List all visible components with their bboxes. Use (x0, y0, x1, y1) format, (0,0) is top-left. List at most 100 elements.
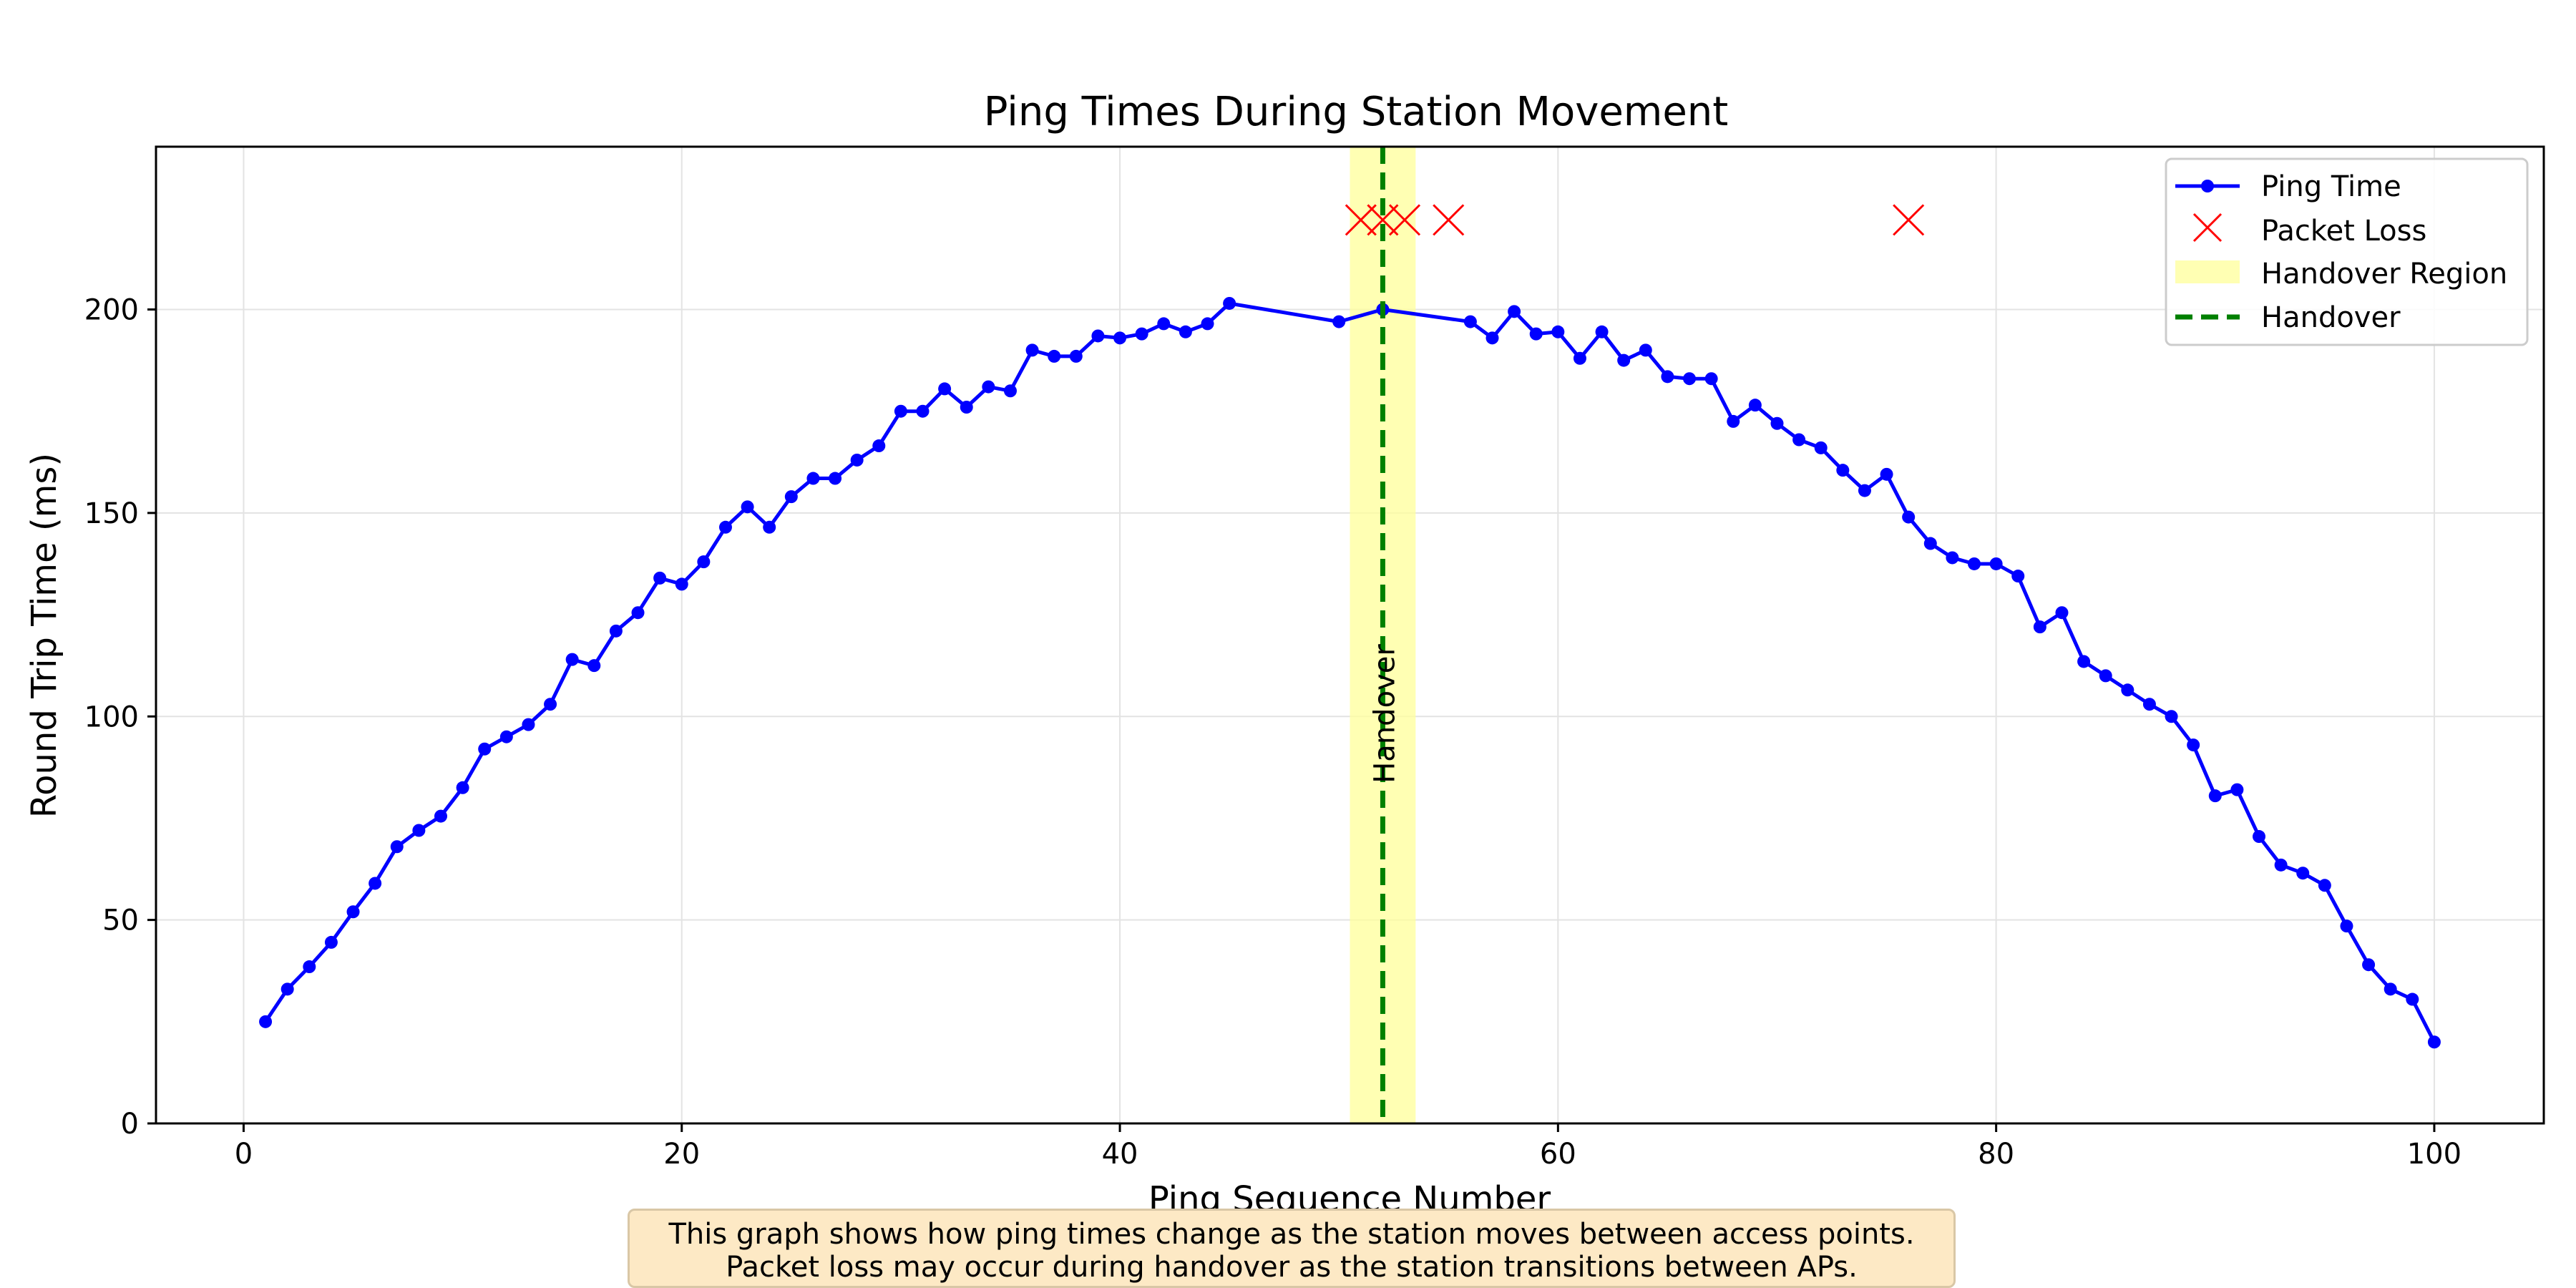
legend-label-handover-region: Handover Region (2261, 258, 2507, 291)
ping-time-point (1792, 433, 1806, 447)
ping-time-point (1814, 441, 1828, 454)
packet-loss-marker (1345, 204, 1377, 236)
ping-time-point (2121, 683, 2135, 697)
ping-time-point (1025, 343, 1039, 357)
ping-time-point (1617, 353, 1631, 367)
ping-time-point (1770, 416, 1784, 430)
ping-time-point (1858, 484, 1871, 497)
ping-time-point (2099, 669, 2112, 683)
legend-item-handover: Handover (2175, 301, 2401, 334)
legend-label-packet-loss: Packet Loss (2261, 215, 2426, 248)
ping-time-point (1135, 327, 1148, 341)
ping-time-point (390, 840, 404, 854)
chart-title: Ping Times During Station Movement (984, 89, 1729, 135)
ping-time-point (697, 555, 711, 569)
ping-time-point (806, 472, 820, 485)
ping-time-point (850, 453, 864, 467)
ping-time-point (1661, 370, 1674, 384)
ping-time-point (434, 809, 447, 823)
ping-time-point (1639, 343, 1652, 357)
ping-time-point (1508, 305, 1521, 318)
ping-time-point (1003, 384, 1017, 398)
ping-time-point (522, 718, 535, 731)
y-tick-label: 150 (84, 497, 139, 530)
ping-time-point (675, 577, 688, 591)
legend-frame (2165, 157, 2529, 346)
ping-time-point (1704, 372, 1718, 386)
caption-box: This graph shows how ping times change a… (628, 1209, 1956, 1288)
ping-time-point (369, 877, 382, 890)
ping-time-point (2384, 982, 2397, 996)
ping-time-point (609, 624, 623, 638)
x-tick-label: 100 (2407, 1138, 2462, 1171)
ping-time-point (2011, 570, 2025, 583)
legend-label-ping-time: Ping Time (2261, 170, 2401, 203)
ping-time-point (2296, 867, 2310, 880)
ping-time-point (763, 520, 776, 534)
legend-item-handover-region: Handover Region (2175, 258, 2507, 291)
ping-time-point (2427, 1035, 2441, 1049)
ping-time-point (653, 571, 667, 585)
ping-time-point (718, 520, 732, 534)
ping-time-point (1968, 557, 1981, 570)
ping-time-point (1748, 399, 1762, 412)
x-tick-label: 40 (1102, 1138, 1138, 1171)
ping-time-point (499, 730, 513, 743)
packet-loss-marker (1388, 204, 1421, 236)
ping-time-point (280, 982, 294, 996)
legend-label-handover: Handover (2261, 301, 2401, 334)
packet-loss-marker (1367, 204, 1399, 236)
ping-time-point (1463, 315, 1477, 328)
ping-time-point (346, 905, 360, 919)
ping-time-point (1595, 325, 1609, 338)
ping-time-point (412, 824, 426, 837)
ping-time-point (1880, 467, 1893, 481)
ping-time-point (1113, 331, 1127, 345)
ping-time-point (2077, 655, 2091, 668)
ping-time-point (1485, 331, 1499, 345)
ping-time-point (1989, 557, 2003, 570)
ping-time-point (2230, 783, 2244, 796)
y-tick-label: 50 (102, 904, 139, 937)
legend-handover-region-swatch-icon (2175, 260, 2240, 283)
ping-time-point (784, 490, 798, 504)
ping-time-point (938, 382, 952, 396)
packet-loss-marker (1893, 204, 1925, 236)
ping-time-point (1069, 349, 1083, 363)
ping-time-point (2033, 620, 2046, 634)
packet-loss-marker (1433, 204, 1465, 236)
ping-time-point (872, 439, 886, 453)
x-tick-label: 0 (235, 1138, 253, 1171)
ping-time-point (1573, 351, 1586, 365)
legend: Ping Time Packet Loss Handover Region Ha… (2165, 157, 2529, 346)
ping-time-point (1529, 327, 1543, 341)
ping-time-point (1201, 317, 1214, 331)
ping-time-point (1091, 329, 1105, 343)
ping-time-point (894, 404, 907, 418)
ping-time-point (1683, 372, 1697, 386)
ping-time-point (829, 472, 842, 485)
legend-ping-time-dot-icon (2201, 180, 2214, 192)
ping-time-point (741, 500, 754, 514)
caption-line-1: This graph shows how ping times change a… (668, 1218, 1915, 1251)
y-tick-label: 0 (121, 1108, 139, 1141)
y-axis-ticks: 0 50 100 150 200 (84, 294, 156, 1141)
ping-time-point (2274, 858, 2288, 872)
ping-time-point (960, 401, 973, 414)
ping-time-point (544, 698, 557, 711)
ping-time-point (1946, 551, 1959, 565)
ping-time-point (1157, 317, 1171, 331)
ping-time-point (2362, 958, 2376, 972)
y-tick-label: 100 (84, 701, 139, 733)
ping-time-point (1048, 349, 1061, 363)
ping-time-point (2318, 879, 2331, 892)
ping-time-point (1332, 315, 1346, 328)
legend-item-ping-time: Ping Time (2175, 170, 2401, 203)
ping-time-point (324, 935, 338, 949)
ping-time-point (1836, 464, 1850, 477)
ping-time-point (587, 659, 601, 673)
ping-time-point (1727, 414, 1740, 428)
ping-time-point (478, 742, 492, 756)
x-axis-ticks: 0 20 40 60 80 100 (235, 1123, 2462, 1171)
